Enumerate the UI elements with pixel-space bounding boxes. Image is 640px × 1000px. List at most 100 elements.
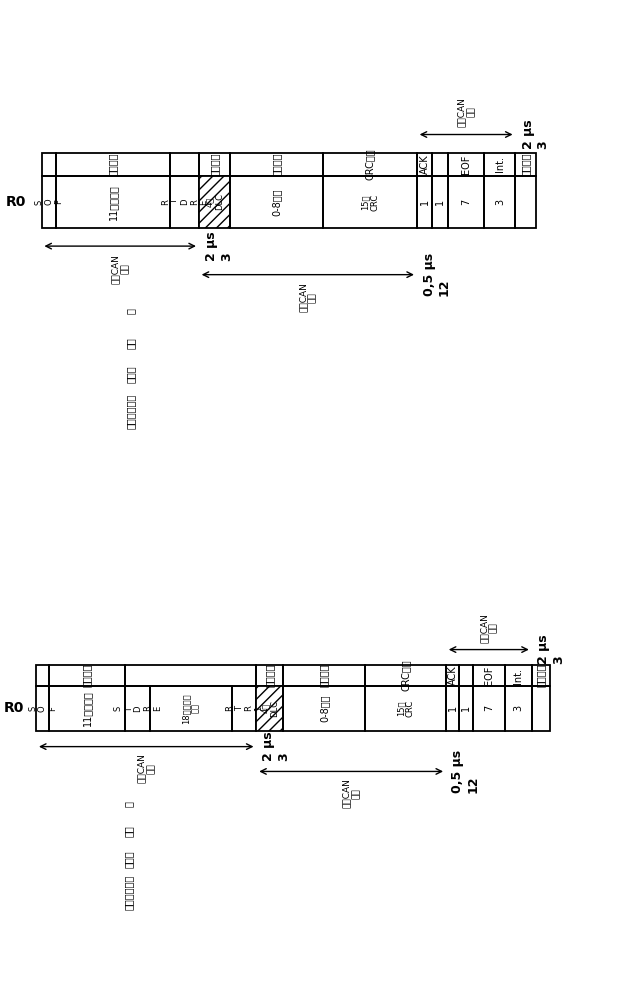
Bar — [446, 665, 460, 686]
Text: ACK: ACK — [448, 666, 458, 685]
Text: 位: 位 — [125, 308, 136, 314]
Text: 控制字段: 控制字段 — [265, 664, 275, 687]
Text: 4位
DLC: 4位 DLC — [260, 700, 279, 717]
Text: 11位标识符: 11位标识符 — [108, 184, 118, 220]
Text: 11位标识符: 11位标识符 — [82, 690, 92, 726]
Text: 2 μs
3: 2 μs 3 — [262, 732, 290, 761]
Bar — [446, 686, 460, 731]
Text: 1: 1 — [461, 705, 471, 711]
Text: 缩放比例因子: 缩放比例因子 — [125, 394, 136, 429]
Bar — [323, 176, 417, 228]
Bar — [417, 153, 433, 176]
Bar — [199, 153, 230, 176]
Text: 快速CAN
判优: 快速CAN 判优 — [457, 97, 476, 127]
Text: 2 μs
3: 2 μs 3 — [537, 635, 565, 664]
Text: 位长度: 位长度 — [124, 850, 134, 868]
Bar — [257, 686, 284, 731]
Bar — [230, 176, 323, 228]
Bar — [484, 176, 515, 228]
Text: 7: 7 — [461, 199, 471, 205]
Text: 2 μs
3: 2 μs 3 — [205, 231, 233, 261]
Text: 3: 3 — [495, 199, 505, 205]
Text: R
T
D
R
E: R T D R E — [161, 199, 209, 205]
Bar — [417, 176, 433, 228]
Bar — [448, 153, 484, 176]
Text: S
O
F: S O F — [28, 705, 56, 712]
Text: 总线空闲: 总线空闲 — [521, 153, 531, 176]
Bar — [49, 665, 125, 686]
Text: R
T
R
1: R T R 1 — [225, 705, 263, 711]
Bar — [473, 686, 504, 731]
Bar — [532, 665, 550, 686]
Text: 快速CAN
数据: 快速CAN 数据 — [342, 778, 360, 808]
Bar — [433, 153, 448, 176]
Text: 1: 1 — [448, 705, 458, 711]
Text: 0,5 μs
12: 0,5 μs 12 — [451, 750, 479, 793]
Bar — [125, 665, 257, 686]
Text: 位长度: 位长度 — [125, 365, 136, 383]
Text: R0: R0 — [3, 701, 24, 715]
Text: R0: R0 — [5, 195, 26, 209]
Text: ACK: ACK — [420, 155, 429, 174]
Bar — [170, 176, 199, 228]
Text: 总线空闲: 总线空闲 — [536, 664, 546, 687]
Text: Int.: Int. — [495, 156, 505, 172]
Bar — [49, 686, 125, 731]
Text: EOF: EOF — [461, 155, 471, 174]
Text: 0-8字节: 0-8字节 — [319, 695, 329, 722]
Bar — [36, 665, 49, 686]
Bar — [323, 153, 417, 176]
Bar — [433, 176, 448, 228]
Text: 判优字段: 判优字段 — [82, 664, 92, 687]
Text: 快速CAN
数据: 快速CAN 数据 — [298, 282, 317, 312]
Bar — [515, 153, 536, 176]
Text: 4位
DLC: 4位 DLC — [205, 193, 224, 210]
Bar — [532, 686, 550, 731]
Text: 状态: 状态 — [125, 337, 136, 349]
Text: 2 μs
3: 2 μs 3 — [522, 120, 550, 149]
Bar — [125, 686, 150, 731]
Bar — [42, 176, 56, 228]
Text: 判优字段: 判优字段 — [108, 153, 118, 176]
Text: Int.: Int. — [513, 668, 523, 684]
Bar — [473, 665, 504, 686]
Bar — [515, 176, 536, 228]
Text: 1: 1 — [435, 199, 445, 205]
Text: 3: 3 — [513, 705, 523, 711]
Bar — [199, 176, 230, 228]
Bar — [460, 686, 473, 731]
Bar — [448, 176, 484, 228]
Bar — [460, 665, 473, 686]
Text: 0-8字节: 0-8字节 — [271, 188, 282, 216]
Bar — [56, 153, 170, 176]
Bar — [36, 686, 49, 731]
Bar — [284, 665, 365, 686]
Text: 18位标识符
扩展: 18位标识符 扩展 — [182, 693, 200, 724]
Text: CRC字段: CRC字段 — [400, 660, 410, 691]
Text: 快速CAN
判优: 快速CAN 判优 — [137, 753, 156, 783]
Text: 0,5 μs
12: 0,5 μs 12 — [423, 253, 451, 296]
Text: 快速CAN
判优: 快速CAN 判优 — [479, 613, 498, 643]
Text: EOF: EOF — [484, 666, 494, 685]
Text: 1: 1 — [420, 199, 429, 205]
Text: 15位
CRC: 15位 CRC — [396, 700, 415, 717]
Text: S
O
F: S O F — [35, 199, 63, 205]
Bar — [284, 686, 365, 731]
Bar — [504, 665, 532, 686]
Text: 控制字段: 控制字段 — [209, 153, 220, 176]
Bar — [504, 686, 532, 731]
Text: 位: 位 — [124, 801, 134, 807]
Bar — [365, 665, 446, 686]
Bar — [230, 153, 323, 176]
Bar — [365, 686, 446, 731]
Bar — [170, 153, 199, 176]
Text: 7: 7 — [484, 705, 494, 711]
Bar — [56, 176, 170, 228]
Bar — [150, 686, 232, 731]
Text: 缩放比例因子: 缩放比例因子 — [124, 875, 134, 910]
Bar — [257, 665, 284, 686]
Bar — [42, 153, 56, 176]
Text: 快速CAN
判优: 快速CAN 判优 — [111, 254, 129, 284]
Text: 数据字段: 数据字段 — [271, 153, 282, 176]
Text: 15位
CRC: 15位 CRC — [361, 193, 380, 211]
